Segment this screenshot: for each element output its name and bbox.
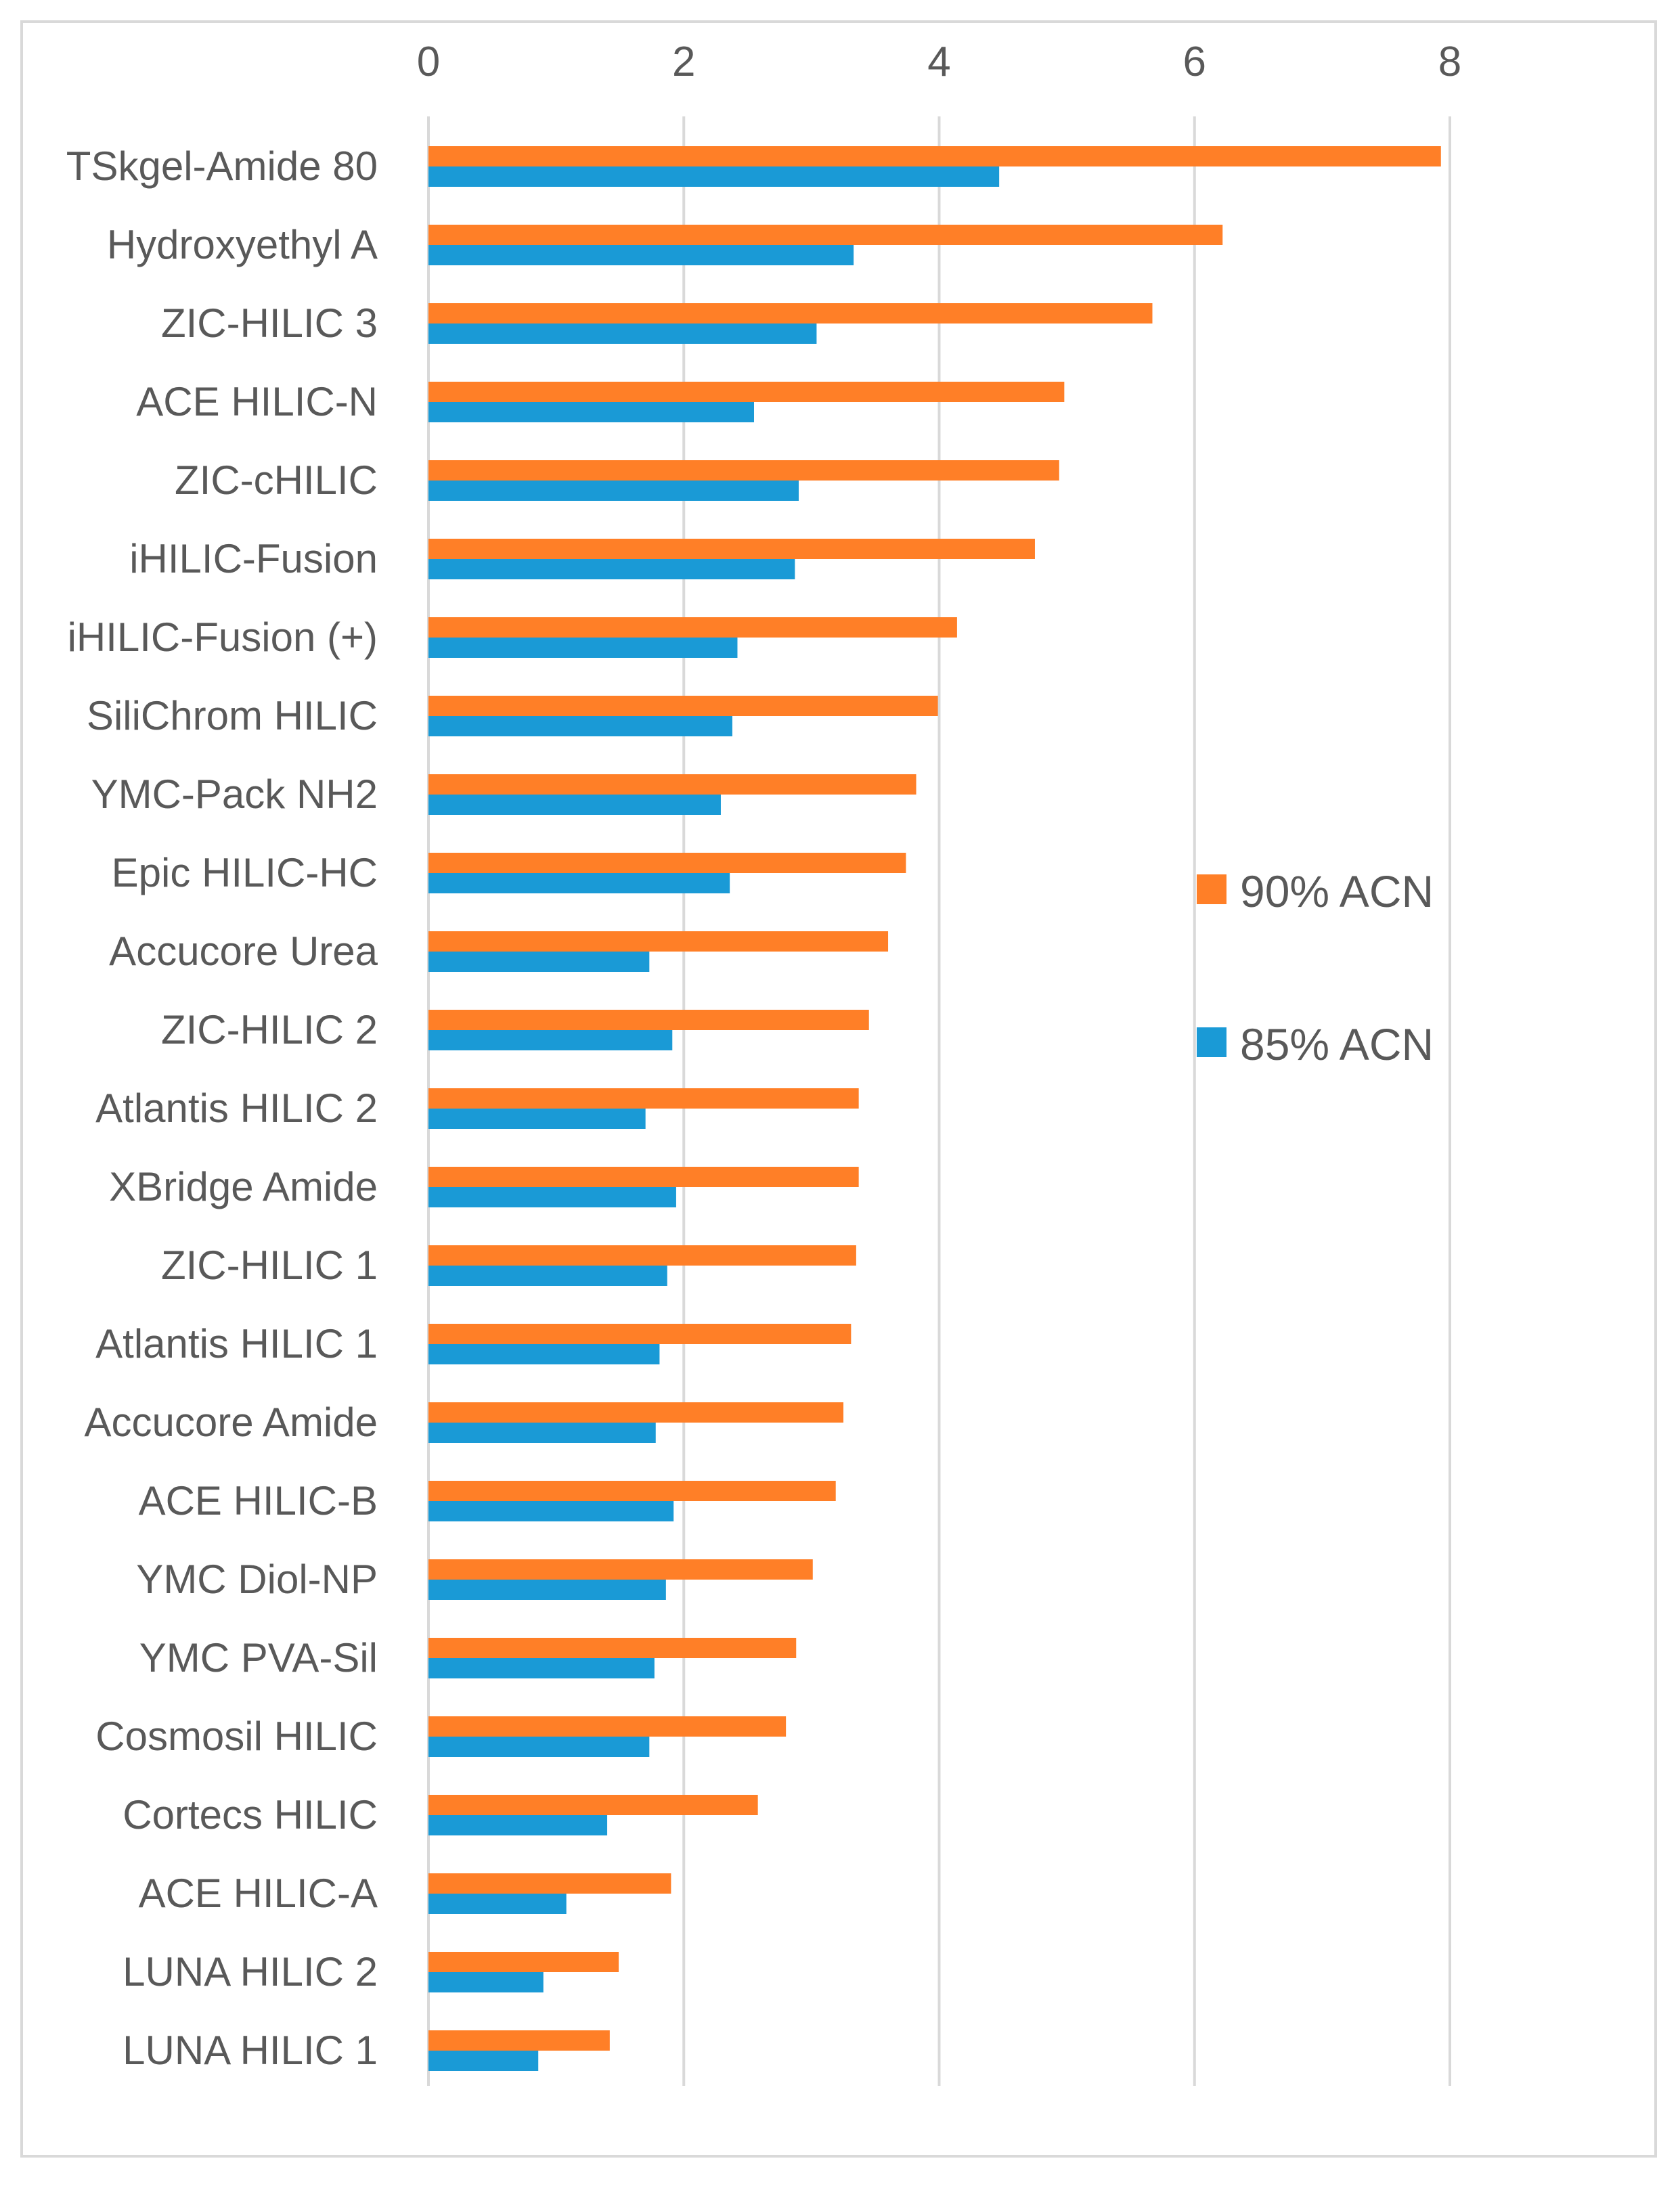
category-label: TSkgel-Amide 80 xyxy=(66,143,378,189)
bar-85-acn xyxy=(428,1501,674,1521)
bar-85-acn xyxy=(428,873,730,893)
bar-85-acn xyxy=(428,1658,655,1678)
bar-85-acn xyxy=(428,324,817,344)
category-label: YMC Diol-NP xyxy=(136,1557,378,1602)
bar-85-acn xyxy=(428,1815,608,1835)
bar-90-acn xyxy=(428,774,916,795)
bar-90-acn xyxy=(428,1402,844,1423)
bar-85-acn xyxy=(428,952,650,972)
bar-85-acn xyxy=(428,402,754,422)
category-label: Atlantis HILIC 2 xyxy=(95,1086,378,1131)
bar-85-acn xyxy=(428,1109,646,1129)
bar-90-acn xyxy=(428,696,938,716)
bar-85-acn xyxy=(428,1580,666,1600)
bar-85-acn xyxy=(428,1972,544,1992)
x-tick-label: 2 xyxy=(672,39,695,85)
bar-85-acn xyxy=(428,1187,676,1207)
bar-90-acn xyxy=(428,1952,619,1972)
category-label: iHILIC-Fusion (+) xyxy=(68,615,378,660)
bar-90-acn xyxy=(428,1481,836,1501)
bar-90-acn xyxy=(428,1795,758,1815)
bar-90-acn xyxy=(428,146,1441,166)
bar-90-acn xyxy=(428,617,957,638)
bar-90-acn xyxy=(428,1873,671,1894)
bar-85-acn xyxy=(428,1737,650,1757)
category-label: ACE HILIC-N xyxy=(136,379,378,424)
category-label: Hydroxyethyl A xyxy=(107,222,378,267)
category-label: SiliChrom HILIC xyxy=(87,693,378,738)
category-label: XBridge Amide xyxy=(109,1164,378,1209)
legend-swatch xyxy=(1197,1027,1226,1057)
bar-90-acn xyxy=(428,1167,859,1187)
category-label: ZIC-HILIC 2 xyxy=(161,1007,378,1052)
legend-swatch xyxy=(1197,874,1226,904)
category-labels: TSkgel-Amide 80 Hydroxyethyl A ZIC-HILIC 3… xyxy=(66,143,378,2073)
x-tick-label: 6 xyxy=(1183,39,1206,85)
bar-85-acn xyxy=(428,559,795,579)
legend-label: 90% ACN xyxy=(1240,866,1434,916)
bar-85-acn xyxy=(428,1030,673,1050)
category-label: ZIC-HILIC 3 xyxy=(161,300,378,346)
category-label: iHILIC-Fusion xyxy=(129,536,378,581)
category-label: ACE HILIC-A xyxy=(139,1871,378,1916)
category-label: LUNA HILIC 1 xyxy=(123,2028,378,2073)
bar-90-acn xyxy=(428,1716,787,1737)
legend: 90% ACN 85% ACN xyxy=(1197,866,1434,1069)
bar-90-acn xyxy=(428,2030,610,2051)
category-label: ACE HILIC-B xyxy=(139,1478,378,1523)
bar-90-acn xyxy=(428,1010,869,1030)
bar-90-acn xyxy=(428,1245,856,1266)
bar-90-acn xyxy=(428,382,1065,402)
category-label: Accucore Amide xyxy=(84,1400,378,1445)
bar-90-acn xyxy=(428,225,1223,245)
x-tick-label: 0 xyxy=(417,39,440,85)
x-axis-ticks: 0 2 4 6 8 xyxy=(417,39,1461,85)
legend-label: 85% ACN xyxy=(1240,1019,1434,1069)
bar-90-acn xyxy=(428,931,889,952)
bar-90-acn xyxy=(428,1559,813,1580)
bar-85-acn xyxy=(428,1266,667,1286)
category-label: LUNA HILIC 2 xyxy=(123,1949,378,1994)
bar-90-acn xyxy=(428,853,906,873)
bar-85-acn xyxy=(428,1894,567,1914)
bars xyxy=(428,146,1441,2071)
bar-90-acn xyxy=(428,303,1153,324)
category-label: Atlantis HILIC 1 xyxy=(95,1321,378,1366)
category-label: ZIC-cHILIC xyxy=(175,458,378,503)
category-label: YMC-Pack NH2 xyxy=(91,772,378,817)
bar-90-acn xyxy=(428,1088,859,1109)
category-label: ZIC-HILIC 1 xyxy=(161,1243,378,1288)
category-label: Accucore Urea xyxy=(109,929,378,974)
bar-85-acn xyxy=(428,1344,660,1364)
bar-85-acn xyxy=(428,716,732,736)
x-tick-label: 4 xyxy=(927,39,950,85)
bar-85-acn xyxy=(428,1423,656,1443)
bar-85-acn xyxy=(428,245,854,265)
bar-85-acn xyxy=(428,166,1000,187)
bar-85-acn xyxy=(428,481,799,501)
category-label: Epic HILIC-HC xyxy=(112,850,378,895)
bar-90-acn xyxy=(428,460,1059,481)
bar-85-acn xyxy=(428,795,721,815)
bar-90-acn xyxy=(428,1638,797,1658)
bar-85-acn xyxy=(428,2051,539,2071)
category-label: YMC PVA-Sil xyxy=(139,1635,378,1680)
x-tick-label: 8 xyxy=(1438,39,1461,85)
bar-85-acn xyxy=(428,638,738,658)
bar-90-acn xyxy=(428,1324,852,1344)
bar-90-acn xyxy=(428,539,1035,559)
category-label: Cortecs HILIC xyxy=(123,1792,378,1837)
category-label: Cosmosil HILIC xyxy=(95,1714,378,1759)
